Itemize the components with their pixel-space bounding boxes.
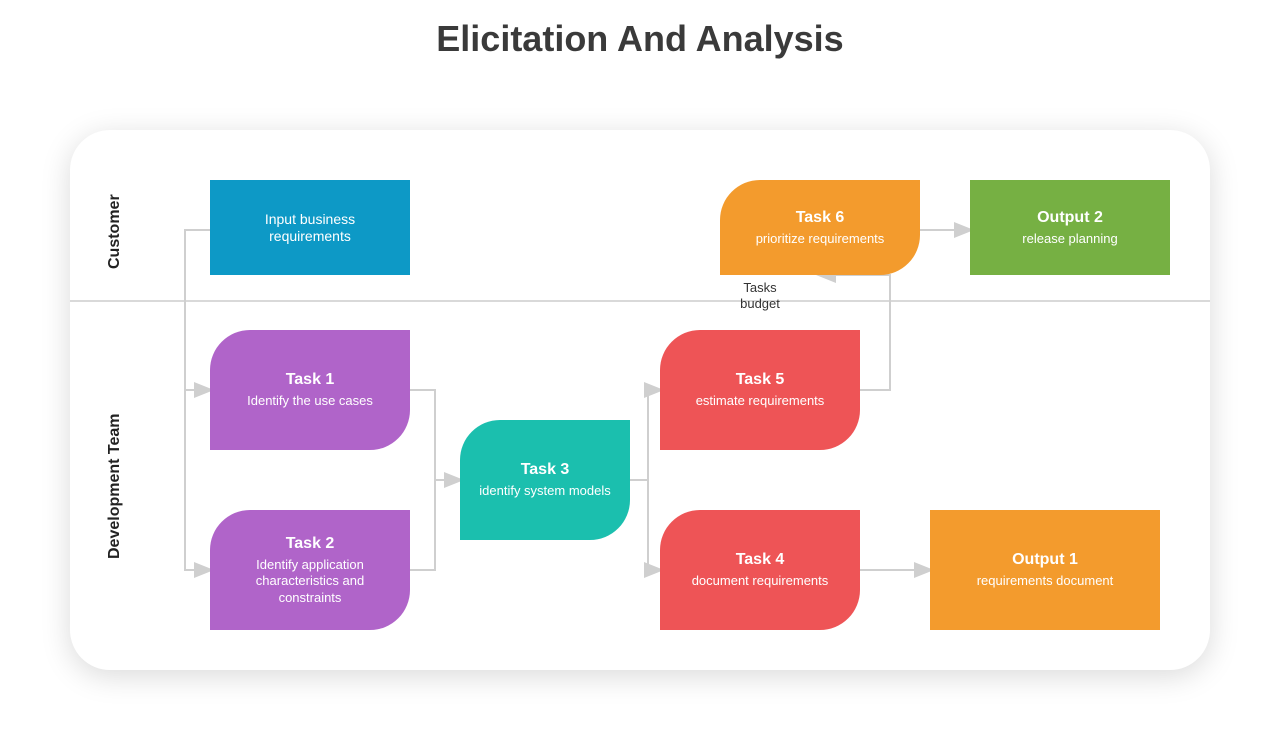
swimlane-panel: Customer Development Team Input business… — [70, 130, 1210, 670]
node-task2: Task 2Identify application characteristi… — [210, 510, 410, 630]
edge-0 — [185, 230, 210, 390]
edge-2 — [410, 390, 460, 480]
node-input: Input business requirements — [210, 180, 410, 275]
node-task5: Task 5estimate requirements — [660, 330, 860, 450]
node-output2: Output 2release planning — [970, 180, 1170, 275]
lane-divider — [70, 300, 1210, 302]
tasks-budget-caption: Tasksbudget — [730, 280, 790, 311]
edge-1 — [185, 230, 210, 570]
node-task4: Task 4document requirements — [660, 510, 860, 630]
lane-label-customer: Customer — [106, 189, 124, 269]
node-task3: Task 3identify system models — [460, 420, 630, 540]
node-task1: Task 1Identify the use cases — [210, 330, 410, 450]
edge-4 — [630, 390, 660, 480]
lane-label-devteam: Development Team — [106, 399, 124, 559]
edge-5 — [630, 480, 660, 570]
edge-3 — [410, 480, 460, 570]
page-title: Elicitation And Analysis — [0, 18, 1280, 60]
node-task6: Task 6prioritize requirements — [720, 180, 920, 275]
node-output1: Output 1requirements document — [930, 510, 1160, 630]
